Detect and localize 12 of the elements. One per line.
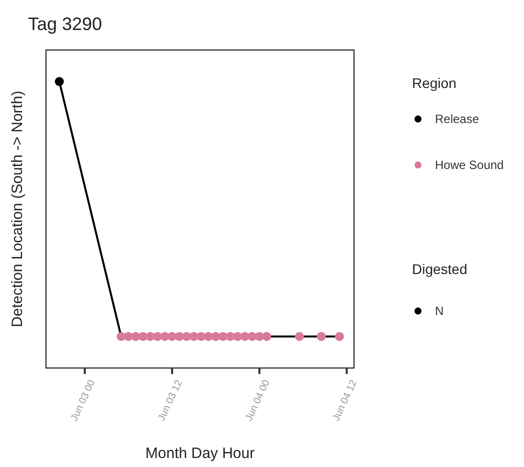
x-tick-label: Jun 03 00: [69, 378, 98, 423]
x-tick-label: Jun 04 00: [244, 378, 272, 423]
x-tick-label: Jun 03 12: [156, 378, 186, 423]
legend-label: Howe Sound: [435, 158, 504, 172]
text: N: [435, 304, 444, 318]
chart-title: Tag 3290: [28, 14, 102, 34]
legend-label: Release: [435, 112, 480, 126]
y-axis-title: Detection Location (South -> North): [9, 90, 26, 328]
x-tick-label: Jun 04 12: [331, 378, 360, 423]
text: Digested: [412, 261, 468, 277]
legend-title: Region: [412, 75, 456, 91]
x-axis-title: Month Day Hour: [145, 445, 255, 462]
